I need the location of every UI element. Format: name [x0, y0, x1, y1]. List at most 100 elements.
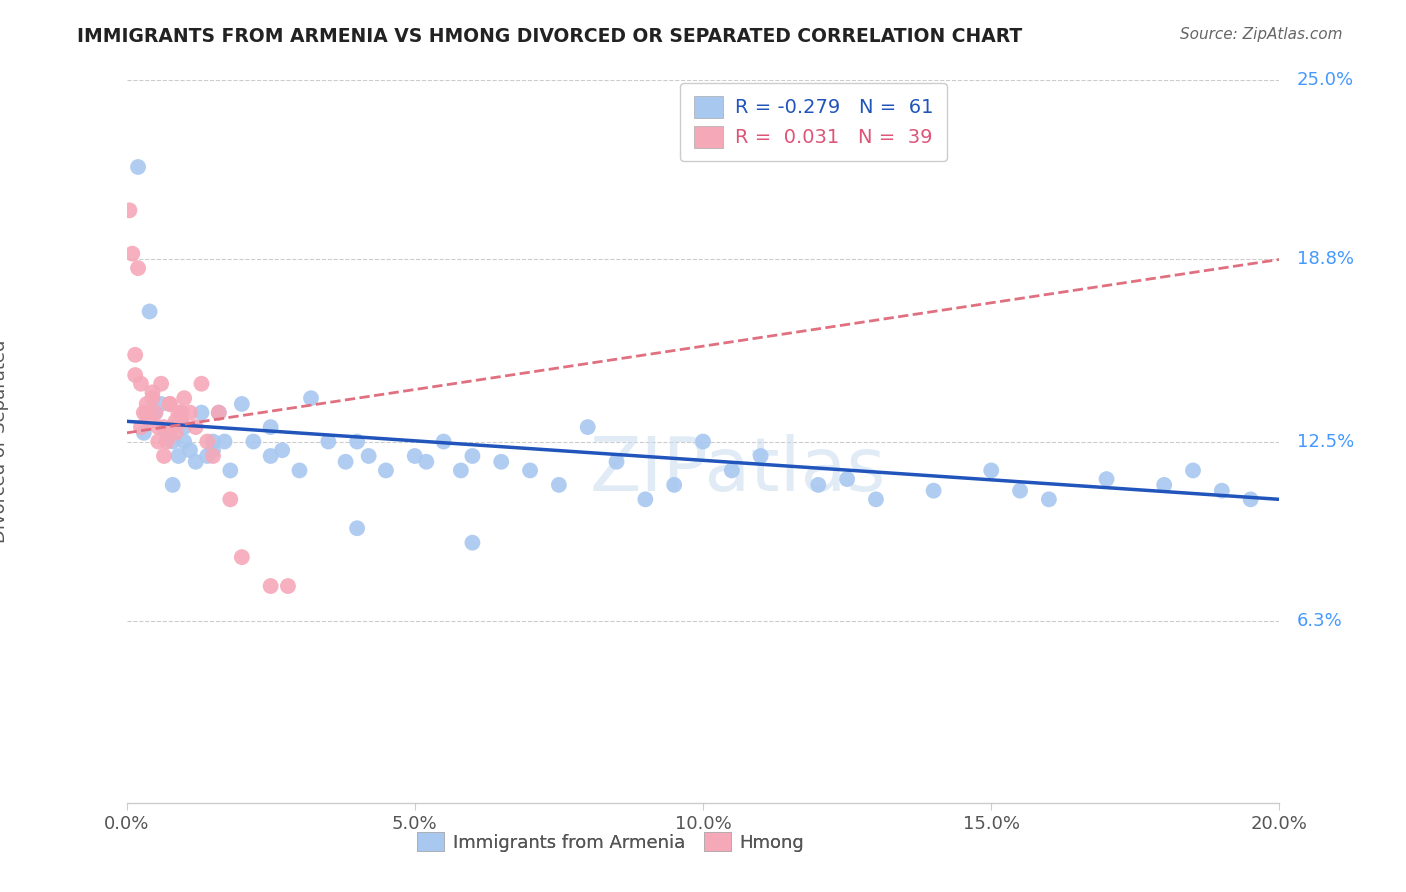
Point: [173, 434, 195, 449]
Point: [721, 463, 744, 477]
Point: [148, 434, 170, 449]
Point: [159, 397, 181, 411]
Point: [1211, 483, 1233, 498]
Point: [148, 420, 170, 434]
Point: [922, 483, 945, 498]
Point: [1240, 492, 1263, 507]
Point: [153, 449, 176, 463]
Point: [519, 463, 541, 477]
Point: [259, 449, 281, 463]
Point: [1153, 478, 1175, 492]
Point: [865, 492, 887, 507]
Point: [415, 455, 437, 469]
Point: [1038, 492, 1060, 507]
Point: [259, 420, 281, 434]
Point: [190, 406, 212, 420]
Text: 18.8%: 18.8%: [1296, 251, 1354, 268]
Point: [404, 449, 426, 463]
Point: [807, 478, 830, 492]
Point: [150, 376, 173, 391]
Point: [606, 455, 628, 469]
Point: [231, 550, 253, 565]
Legend: Immigrants from Armenia, Hmong: Immigrants from Armenia, Hmong: [411, 825, 811, 859]
Point: [165, 425, 187, 440]
Point: [664, 478, 686, 492]
Point: [450, 463, 472, 477]
Point: [162, 478, 184, 492]
Point: [167, 449, 190, 463]
Point: [461, 449, 484, 463]
Point: [374, 463, 398, 477]
Point: [299, 391, 322, 405]
Point: [132, 406, 155, 420]
Point: [692, 434, 714, 449]
Point: [162, 420, 184, 434]
Point: [980, 463, 1002, 477]
Point: [138, 414, 160, 428]
Point: [195, 434, 218, 449]
Point: [184, 420, 207, 434]
Point: [118, 203, 141, 218]
Point: [141, 391, 163, 405]
Point: [156, 434, 179, 449]
Point: [173, 420, 195, 434]
Point: [190, 376, 212, 391]
Point: [271, 443, 294, 458]
Point: [288, 463, 311, 477]
Text: 12.5%: 12.5%: [1296, 433, 1354, 450]
Point: [184, 455, 207, 469]
Text: Source: ZipAtlas.com: Source: ZipAtlas.com: [1180, 27, 1343, 42]
Point: [202, 449, 225, 463]
Point: [195, 449, 218, 463]
Point: [132, 425, 155, 440]
Point: [162, 434, 184, 449]
Point: [156, 425, 179, 440]
Point: [259, 579, 281, 593]
Point: [135, 397, 157, 411]
Point: [179, 443, 201, 458]
Text: Divorced or Separated: Divorced or Separated: [0, 340, 8, 543]
Point: [170, 414, 193, 428]
Point: [127, 261, 149, 276]
Point: [219, 463, 242, 477]
Point: [138, 304, 160, 318]
Point: [150, 397, 173, 411]
Point: [548, 478, 571, 492]
Point: [153, 420, 176, 434]
Point: [145, 406, 166, 420]
Point: [170, 406, 193, 420]
Point: [127, 160, 149, 174]
Point: [145, 406, 166, 420]
Text: 25.0%: 25.0%: [1296, 71, 1354, 89]
Point: [135, 406, 157, 420]
Point: [749, 449, 772, 463]
Point: [202, 443, 225, 458]
Point: [167, 406, 190, 420]
Point: [461, 535, 484, 549]
Point: [219, 492, 242, 507]
Point: [576, 420, 599, 434]
Point: [129, 376, 152, 391]
Text: IMMIGRANTS FROM ARMENIA VS HMONG DIVORCED OR SEPARATED CORRELATION CHART: IMMIGRANTS FROM ARMENIA VS HMONG DIVORCE…: [77, 27, 1022, 45]
Point: [335, 455, 357, 469]
Point: [346, 521, 368, 535]
Point: [835, 472, 858, 486]
Point: [141, 385, 163, 400]
Point: [165, 414, 187, 428]
Point: [1182, 463, 1205, 477]
Point: [433, 434, 456, 449]
Point: [121, 246, 143, 260]
Point: [214, 434, 236, 449]
Point: [318, 434, 340, 449]
Point: [124, 368, 146, 382]
Point: [124, 348, 146, 362]
Point: [179, 406, 201, 420]
Point: [202, 434, 225, 449]
Point: [159, 397, 181, 411]
Point: [231, 397, 253, 411]
Point: [491, 455, 513, 469]
Point: [242, 434, 264, 449]
Point: [346, 434, 368, 449]
Point: [129, 420, 152, 434]
Point: [634, 492, 657, 507]
